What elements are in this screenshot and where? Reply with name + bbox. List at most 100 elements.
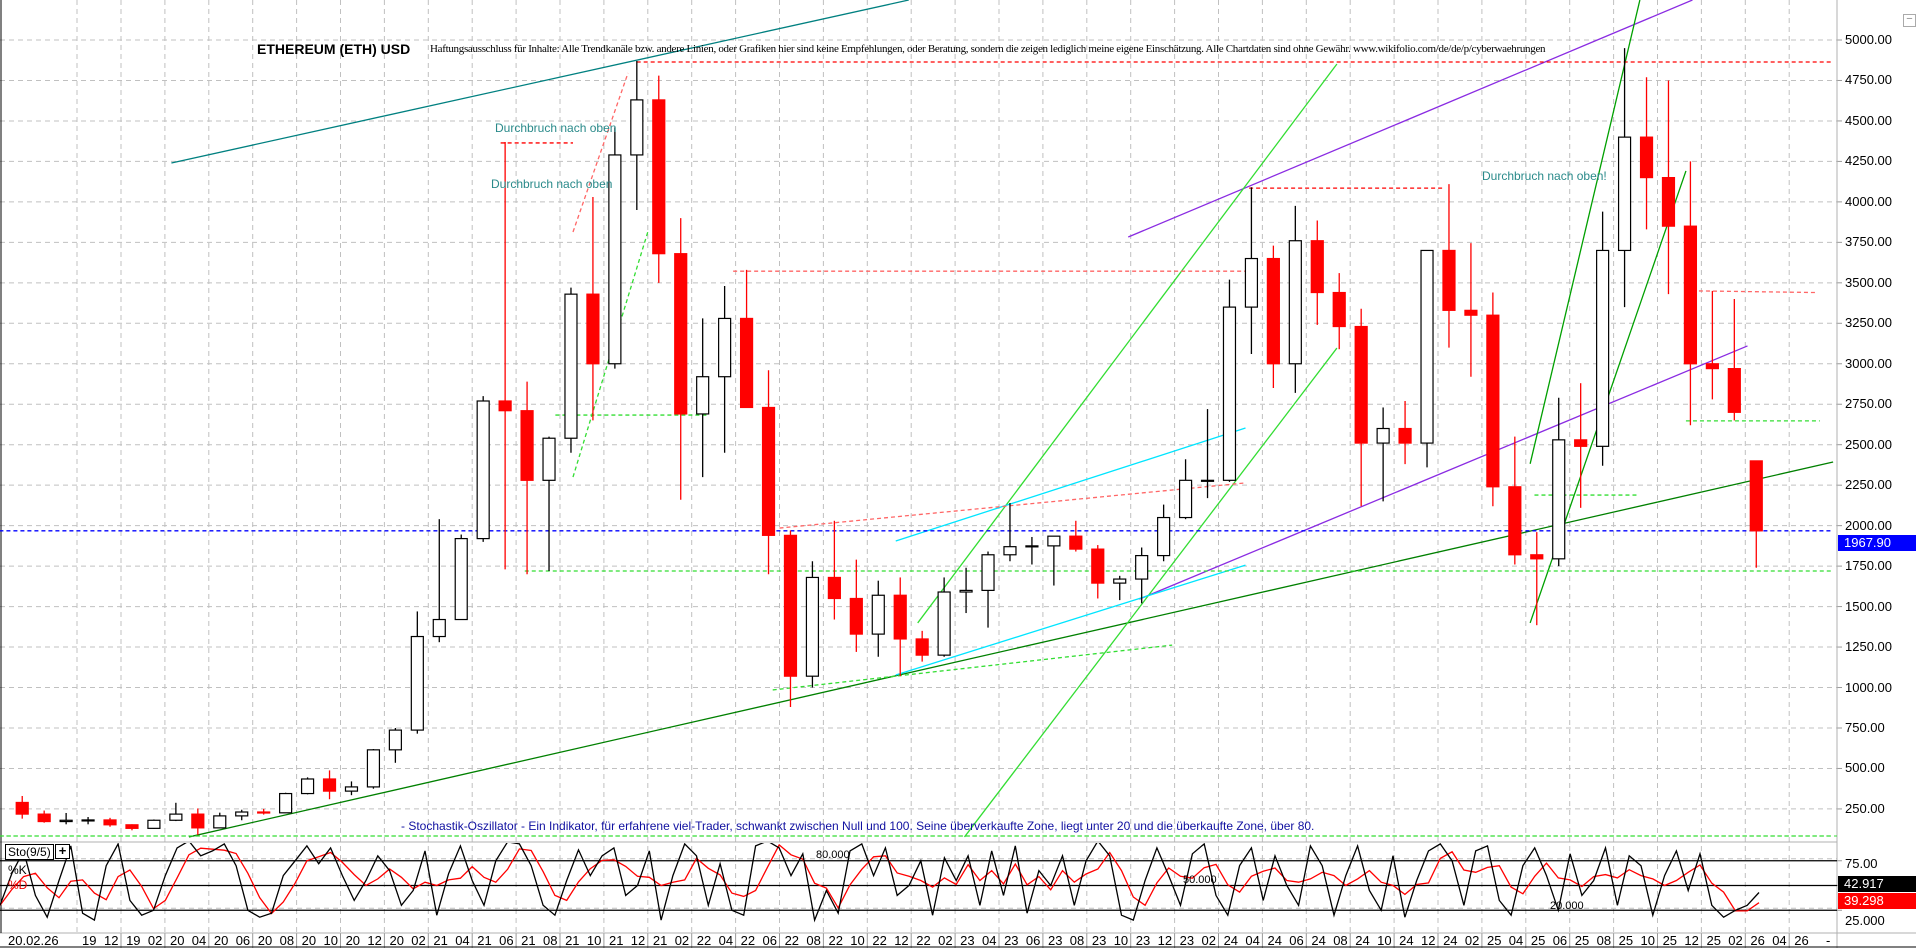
candle-body[interactable] xyxy=(15,801,29,815)
candle-body[interactable] xyxy=(871,594,885,635)
candle-body[interactable] xyxy=(981,554,995,591)
candle-body[interactable] xyxy=(564,293,578,439)
candle-body[interactable] xyxy=(1354,325,1368,444)
candle-body[interactable] xyxy=(191,813,205,829)
trend-line[interactable] xyxy=(963,347,1338,838)
candle-body[interactable] xyxy=(410,635,424,731)
candle-body[interactable] xyxy=(652,99,666,255)
candle-body[interactable] xyxy=(674,253,688,415)
candle-body[interactable] xyxy=(300,778,315,795)
candle-body[interactable] xyxy=(1596,249,1610,447)
candle-body[interactable] xyxy=(37,813,51,823)
candle-body[interactable] xyxy=(1376,427,1390,444)
candle-body[interactable] xyxy=(169,813,183,821)
candle-body[interactable] xyxy=(959,589,973,593)
candle-body[interactable] xyxy=(1552,439,1566,560)
candle-body[interactable] xyxy=(1727,368,1741,413)
candle-body[interactable] xyxy=(1617,136,1632,252)
candle-body[interactable] xyxy=(1047,535,1061,547)
candle-body[interactable] xyxy=(388,729,402,751)
candle-body[interactable] xyxy=(1661,176,1676,227)
trend-line[interactable] xyxy=(895,564,1246,676)
candle-body[interactable] xyxy=(1398,427,1412,444)
candle-body[interactable] xyxy=(542,437,556,481)
candle-body[interactable] xyxy=(498,400,512,412)
trend-line[interactable] xyxy=(188,461,1834,838)
trend-line[interactable] xyxy=(1698,290,1816,294)
candle-body[interactable] xyxy=(718,317,732,378)
candle-body[interactable] xyxy=(1310,240,1324,294)
candle-body[interactable] xyxy=(1486,314,1500,488)
trend-line[interactable] xyxy=(1127,0,1693,238)
candle-body[interactable] xyxy=(1222,306,1237,481)
candle-body[interactable] xyxy=(454,537,468,621)
candle-body[interactable] xyxy=(366,749,381,788)
candle-body[interactable] xyxy=(1244,257,1259,308)
trend-line[interactable] xyxy=(895,427,1246,542)
candle-body[interactable] xyxy=(1200,479,1215,482)
x-first-label: 19 xyxy=(82,933,97,948)
candle-body[interactable] xyxy=(739,317,754,409)
candle-body[interactable] xyxy=(1574,439,1588,447)
indicator-label[interactable]: Sto(9/5) xyxy=(5,844,54,860)
candle-body[interactable] xyxy=(59,819,73,823)
trend-line[interactable] xyxy=(772,644,1173,691)
candle-body[interactable] xyxy=(81,819,95,822)
candle-body[interactable] xyxy=(476,400,490,540)
candle-body[interactable] xyxy=(322,778,337,792)
candle-body[interactable] xyxy=(125,824,139,829)
candle-body[interactable] xyxy=(1135,554,1149,580)
candle-body[interactable] xyxy=(1464,309,1478,316)
add-indicator-icon[interactable]: + xyxy=(55,844,70,859)
candle-body[interactable] xyxy=(696,376,710,415)
candle-body[interactable] xyxy=(1003,546,1017,556)
candle-body[interactable] xyxy=(586,293,600,365)
candle-body[interactable] xyxy=(432,618,446,638)
candle-body[interactable] xyxy=(1683,225,1698,365)
candle-body[interactable] xyxy=(1266,257,1280,365)
candle-body[interactable] xyxy=(1705,363,1719,370)
candle-body[interactable] xyxy=(1091,548,1105,584)
candle-body[interactable] xyxy=(761,406,776,536)
candle-body[interactable] xyxy=(608,154,622,365)
trend-line[interactable] xyxy=(779,482,1246,529)
candle-body[interactable] xyxy=(147,819,161,829)
candle-body[interactable] xyxy=(1442,249,1456,311)
candle-body[interactable] xyxy=(937,591,951,656)
candle-body[interactable] xyxy=(630,99,644,156)
candle-body[interactable] xyxy=(1639,136,1654,179)
candle-body[interactable] xyxy=(827,576,841,600)
trend-line[interactable] xyxy=(1139,345,1748,600)
candle-body[interactable] xyxy=(279,792,293,814)
candle-body[interactable] xyxy=(1178,479,1193,519)
candle-body[interactable] xyxy=(1508,486,1522,556)
candle-body[interactable] xyxy=(1749,460,1763,532)
trend-line[interactable] xyxy=(572,72,629,233)
candle-body[interactable] xyxy=(520,410,534,481)
candle-body[interactable] xyxy=(103,819,117,826)
candle-body[interactable] xyxy=(1288,240,1302,365)
candle-body[interactable] xyxy=(849,597,863,635)
candle-body[interactable] xyxy=(915,638,929,656)
candle-body[interactable] xyxy=(235,811,249,817)
candle-body[interactable] xyxy=(1113,578,1127,584)
candle-body[interactable] xyxy=(893,594,907,640)
trend-line[interactable] xyxy=(917,63,1338,624)
candle-body[interactable] xyxy=(344,786,359,792)
candle-body[interactable] xyxy=(1025,545,1039,548)
candle-body[interactable] xyxy=(1157,516,1171,557)
candle-body[interactable] xyxy=(805,576,820,677)
y-tick-label: 2000.00 xyxy=(1845,517,1892,533)
last-k-value: 42.917 xyxy=(1838,876,1916,892)
candle-body[interactable] xyxy=(783,534,798,677)
candle-body[interactable] xyxy=(257,811,271,814)
collapse-icon[interactable]: − xyxy=(1903,14,1916,27)
candle-body[interactable] xyxy=(1530,554,1544,560)
candle-body[interactable] xyxy=(1069,535,1083,550)
trend-line[interactable] xyxy=(1529,0,1641,464)
candle-body[interactable] xyxy=(213,815,227,829)
trend-line[interactable] xyxy=(171,0,909,164)
candle-body[interactable] xyxy=(1332,291,1346,328)
candle-body[interactable] xyxy=(1420,249,1434,444)
